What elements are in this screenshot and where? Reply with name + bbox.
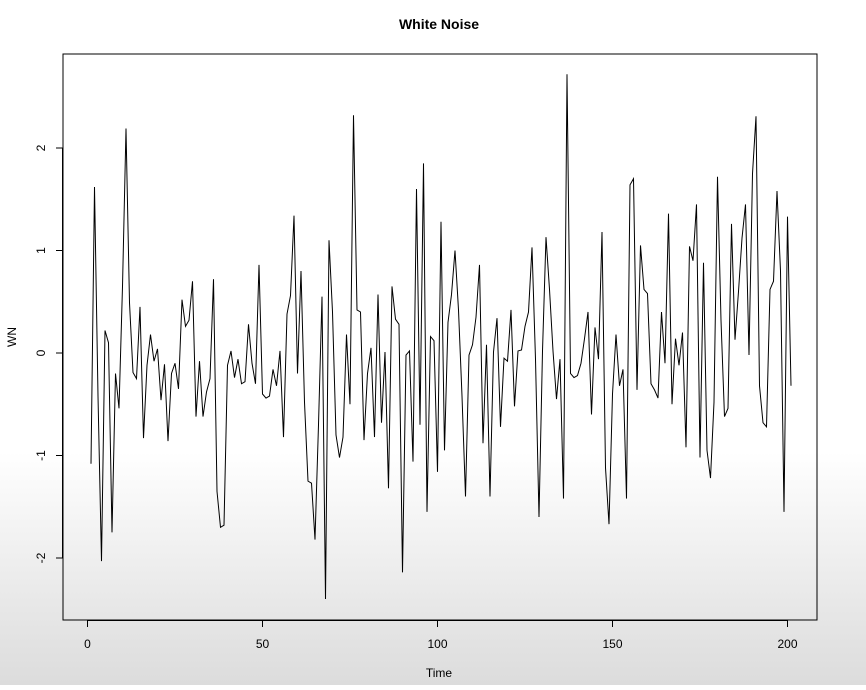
x-axis: 0 50 100 150 200 [84,620,798,651]
x-tick-label: 100 [427,637,447,651]
plot-frame [62,53,818,621]
y-tick-label: 2 [34,144,48,151]
x-tick-label: 150 [602,637,622,651]
y-tick-label: 1 [34,247,48,254]
x-tick-label: 50 [256,637,270,651]
x-axis-label: Time [426,666,453,680]
chart-title: White Noise [399,16,479,32]
x-tick-label: 0 [84,637,91,651]
x-tick-label: 200 [777,637,797,651]
y-tick-label: -2 [34,552,48,563]
series-line-wn [90,74,792,600]
y-axis-label: WN [5,327,19,347]
y-tick-label: -1 [34,450,48,461]
y-axis: -2 -1 0 1 2 [34,144,63,563]
y-tick-label: 0 [34,349,48,356]
